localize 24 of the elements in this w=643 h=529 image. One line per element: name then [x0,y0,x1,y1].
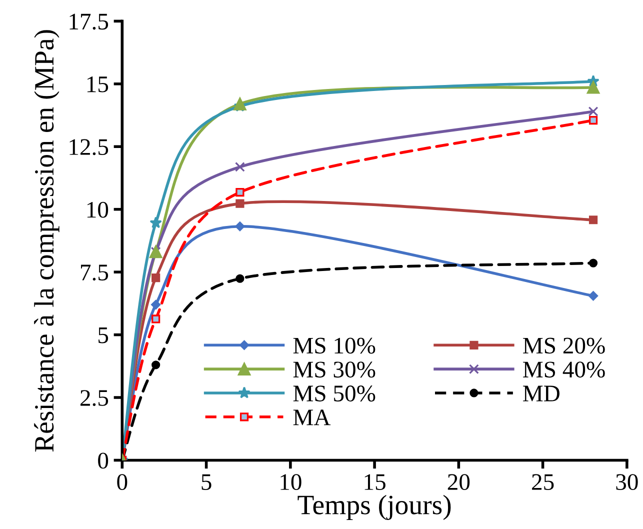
legend-label: MS 10% [293,338,376,354]
legend-label: MS 20% [523,338,605,354]
legend-label: MA [293,410,331,426]
y-tick-label: 15 [87,76,108,92]
y-tick-label: 5 [98,328,108,344]
x-tick-label: 5 [202,474,212,490]
x-tick-label: 0 [117,474,128,490]
legend-label: MS 50% [293,386,376,402]
y-axis-title: Résistance à la compression en (MPa) [34,30,60,452]
x-tick-label: 30 [616,474,638,490]
y-tick-label: 0 [98,452,108,469]
legend-label: MD [523,386,560,402]
x-tick-label: 15 [364,474,386,490]
y-tick-label: 2.5 [80,390,108,406]
y-tick-label: 17.5 [70,14,108,30]
x-tick-label: 20 [448,474,470,490]
legend-label: MS 40% [523,362,605,378]
legend-label: MS 30% [293,362,376,378]
x-tick-label: 10 [280,474,302,490]
y-tick-label: 10 [87,202,108,218]
y-tick-label: 12.5 [70,139,108,156]
x-tick-label: 25 [532,474,554,490]
x-axis-title: Temps (jours) [298,494,451,520]
y-tick-label: 7.5 [81,264,108,281]
